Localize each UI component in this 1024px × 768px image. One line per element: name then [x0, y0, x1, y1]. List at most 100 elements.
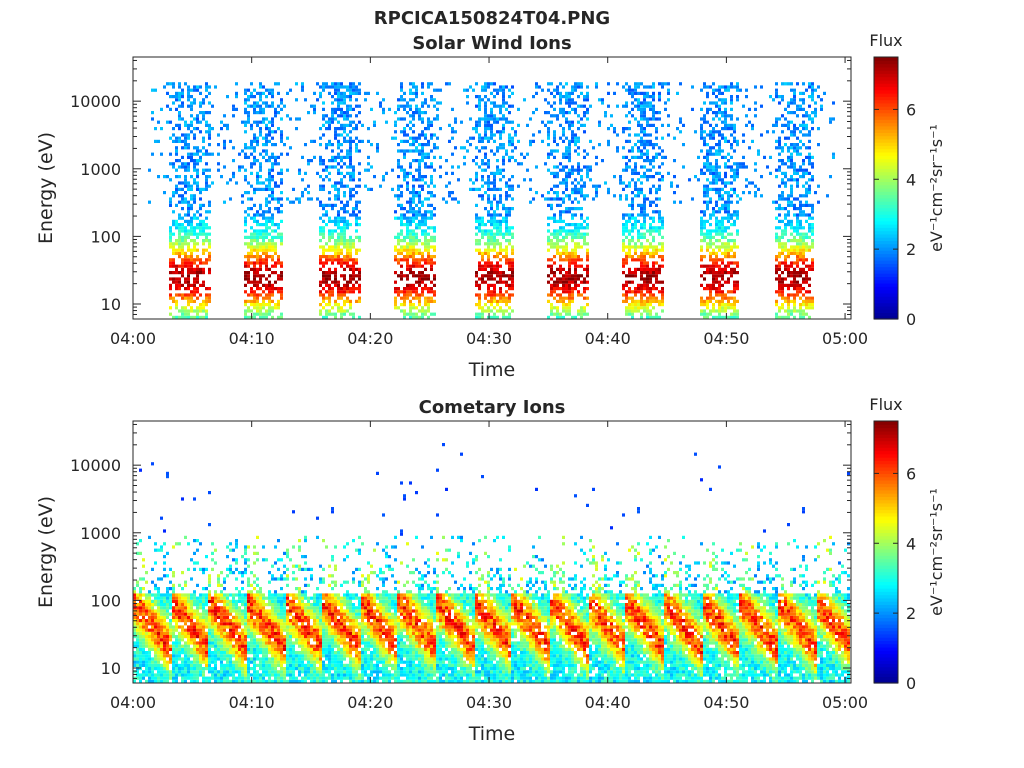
heatmap-cell [724, 162, 727, 166]
heatmap-cell [325, 312, 328, 316]
heatmap-cell [331, 107, 334, 111]
heatmap-cell [193, 245, 196, 249]
heatmap-cell [484, 133, 487, 137]
heatmap-cell [427, 239, 430, 243]
heatmap-cell [625, 306, 628, 310]
heatmap-cell [349, 104, 352, 108]
heatmap-cell [169, 226, 172, 230]
heatmap-cell [334, 133, 337, 137]
heatmap-cell [208, 203, 211, 207]
heatmap-cell [175, 123, 178, 127]
heatmap-cell [721, 277, 724, 281]
heatmap-cell [250, 197, 253, 201]
heatmap-cell [358, 171, 361, 175]
heatmap-cell [655, 127, 658, 131]
heatmap-cell [715, 255, 718, 259]
heatmap-cell [190, 309, 193, 313]
heatmap-cell [244, 277, 247, 281]
heatmap-cell [655, 271, 658, 275]
heatmap-cell [328, 203, 331, 207]
heatmap-cell [556, 117, 559, 121]
heatmap-cell [505, 229, 508, 233]
heatmap-cell [193, 200, 196, 204]
heatmap-cell [484, 242, 487, 246]
heatmap-cell [427, 261, 430, 265]
heatmap-cell [583, 235, 586, 239]
heatmap-cell [496, 271, 499, 275]
heatmap-cell [256, 143, 259, 147]
heatmap-cell [337, 155, 340, 159]
heatmap-cell [574, 242, 577, 246]
heatmap-cell [793, 280, 796, 284]
heatmap-cell [490, 315, 493, 319]
heatmap-cell [778, 267, 781, 271]
heatmap-cell [724, 315, 727, 319]
heatmap-cell [478, 229, 481, 233]
heatmap-cell [622, 168, 625, 172]
heatmap-cell [532, 139, 535, 143]
heatmap-cell [496, 213, 499, 217]
heatmap-cell [730, 165, 733, 169]
heatmap-cell [181, 274, 184, 278]
heatmap-cell [784, 255, 787, 259]
heatmap-cell [649, 85, 652, 89]
heatmap-cell [484, 264, 487, 268]
heatmap-cell [400, 223, 403, 227]
heatmap-cell [205, 287, 208, 291]
heatmap-cell [403, 127, 406, 131]
heatmap-cell [421, 152, 424, 156]
heatmap-cell [202, 223, 205, 227]
heatmap-cell [589, 139, 592, 143]
heatmap-cell [574, 107, 577, 111]
heatmap-cell [406, 283, 409, 287]
heatmap-cell [334, 181, 337, 185]
heatmap-cell [499, 287, 502, 291]
heatmap-cell [208, 210, 211, 214]
heatmap-cell [475, 175, 478, 179]
heatmap-cell [469, 143, 472, 147]
heatmap-cell [337, 127, 340, 131]
heatmap-cell [568, 210, 571, 214]
heatmap-cell [220, 127, 223, 131]
heatmap-cell [562, 127, 565, 131]
heatmap-cell [670, 184, 673, 188]
heatmap-cell [706, 111, 709, 115]
heatmap-cell [748, 120, 751, 124]
heatmap-cell [256, 181, 259, 185]
heatmap-cell [196, 290, 199, 294]
heatmap-cell [736, 175, 739, 179]
heatmap-cell [475, 303, 478, 307]
heatmap-cell [487, 210, 490, 214]
heatmap-cell [499, 251, 502, 255]
heatmap-cell [202, 136, 205, 140]
heatmap-cell [805, 271, 808, 275]
heatmap-cell [787, 255, 790, 259]
heatmap-cell [346, 226, 349, 230]
heatmap-cell [565, 82, 568, 86]
heatmap-cell [169, 229, 172, 233]
heatmap-cell [637, 85, 640, 89]
heatmap-cell [553, 136, 556, 140]
heatmap-cell [778, 309, 781, 313]
heatmap-cell [301, 155, 304, 159]
heatmap-cell [427, 232, 430, 236]
heatmap-cell [712, 127, 715, 131]
heatmap-cell [583, 242, 586, 246]
heatmap-cell [343, 91, 346, 95]
heatmap-cell [355, 98, 358, 102]
heatmap-cell [184, 306, 187, 310]
heatmap-cell [409, 219, 412, 223]
heatmap-cell [805, 191, 808, 195]
heatmap-cell [634, 216, 637, 220]
heatmap-cell [781, 123, 784, 127]
heatmap-cell [397, 197, 400, 201]
heatmap-cell [640, 187, 643, 191]
heatmap-cell [808, 187, 811, 191]
heatmap-cell [346, 165, 349, 169]
heatmap-cell [544, 162, 547, 166]
heatmap-cell [412, 251, 415, 255]
heatmap-cell [175, 149, 178, 153]
heatmap-cell [337, 98, 340, 102]
heatmap-cell [553, 216, 556, 220]
heatmap-cell [355, 184, 358, 188]
